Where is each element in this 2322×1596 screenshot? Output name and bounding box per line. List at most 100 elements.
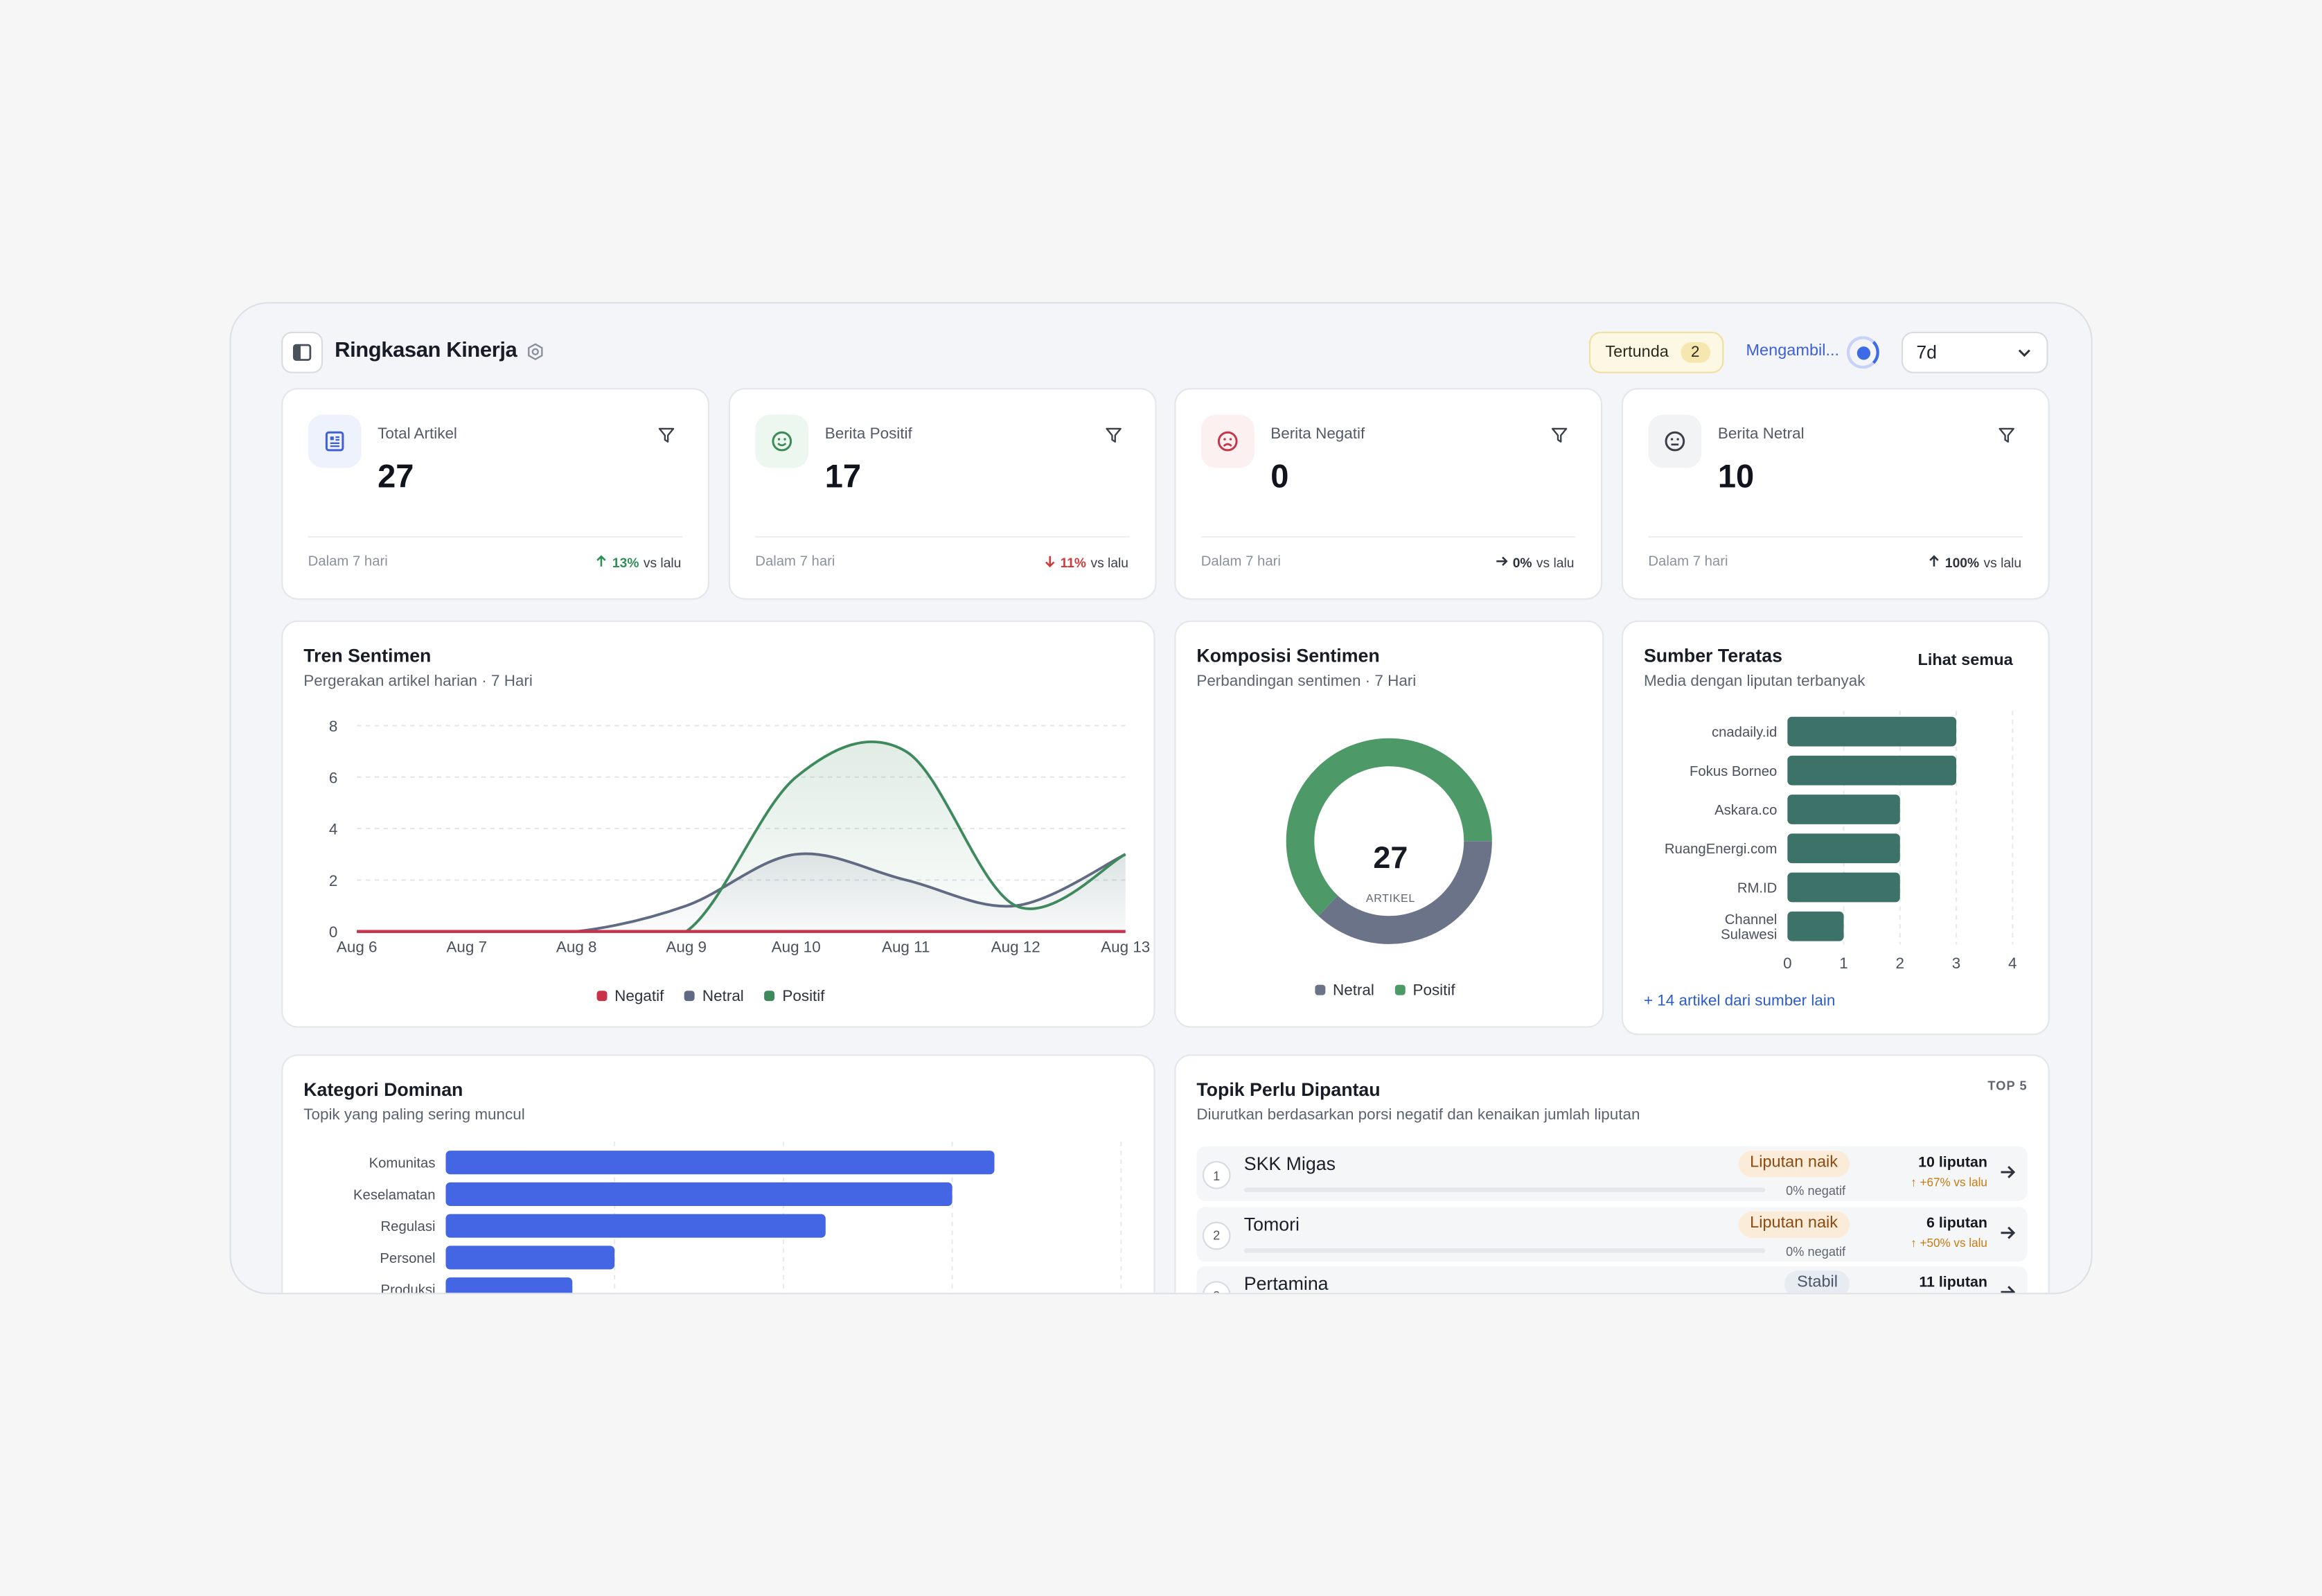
bar[interactable] [445,1277,573,1294]
filter-icon[interactable] [1998,425,2016,452]
composition-donut-chart [1286,738,1492,944]
topic-row[interactable]: 3 Pertamina Stabil 11 liputan [1196,1266,2028,1295]
trend-card: Tren Sentimen Pergerakan artikel harian … [281,620,1155,1028]
legend-item[interactable]: Negatif [596,988,664,1006]
stat-delta-value: 11% [1060,555,1087,571]
period-select[interactable]: 7d [1901,331,2048,373]
bar[interactable] [445,1182,952,1207]
donut-slice-positif [1286,738,1492,944]
settings-icon[interactable] [526,342,545,362]
filter-icon[interactable] [1105,425,1123,452]
stat-delta-value: 13% [612,555,639,571]
topic-trend: ↑ +67% vs lalu [1911,1176,1987,1189]
composition-subtitle: Perbandingan sentimen · 7 Hari [1196,672,1417,691]
bar[interactable] [445,1151,995,1175]
topic-status-badge: Stabil [1785,1270,1850,1293]
x-tick-label: 0 [1783,955,1791,972]
categories-chart: Komunitas Keselamatan Regulasi Personel Prod… [353,1142,1122,1294]
bar[interactable] [1787,872,1900,903]
stat-card-4: Berita Netral 10 Dalam 7 hari 100% vs la… [1621,388,2050,600]
y-tick-label: 0 [329,923,337,941]
document-icon [308,414,362,468]
topic-trend-value: +67% vs lalu [1920,1176,1987,1189]
topic-negative-bar [1243,1187,1766,1192]
bar[interactable] [1787,716,1957,747]
legend-item[interactable]: Positif [764,987,825,1006]
topic-rank: 1 [1202,1161,1231,1189]
bar[interactable] [445,1214,826,1238]
legend-swatch [764,991,775,1002]
legend-swatch [1315,984,1326,995]
see-all-link[interactable]: Lihat semua [1917,651,2013,670]
right-arrow-icon [1495,554,1509,572]
stat-footer: Dalam 7 hari [755,553,835,571]
filter-icon[interactable] [1550,425,1568,452]
legend-label: Positif [782,987,825,1006]
y-tick-label: 6 [329,769,337,786]
topic-name: Pertamina [1243,1273,1329,1295]
bar[interactable] [445,1245,615,1270]
up-arrow-icon [594,554,609,572]
arrow-right-icon[interactable] [1998,1282,2017,1293]
legend-item[interactable]: Positif [1394,982,1455,1000]
stat-footer: Dalam 7 hari [1200,553,1281,571]
stat-delta: 100% vs lalu [1927,554,2021,572]
legend-item[interactable]: Netral [1315,982,1374,1000]
legend-item[interactable]: Netral [684,988,744,1006]
y-tick-label: RM.ID [1737,880,1778,896]
stat-delta-value: 0% [1512,555,1532,571]
x-tick-label: Aug 7 [446,939,487,956]
bar[interactable] [1787,755,1957,786]
filter-icon[interactable] [657,425,675,452]
legend-swatch [1394,984,1406,995]
divider [755,535,1131,538]
dashboard-frame: Ringkasan Kinerja Tertunda 2 Mengambil..… [229,302,2093,1295]
trend-title: Tren Sentimen [303,646,432,667]
categories-card: Kategori Dominan Topik yang paling serin… [281,1054,1155,1294]
topic-count: 6 liputan [1926,1215,1987,1232]
top-five-badge: TOP 5 [1987,1078,2028,1093]
y-tick-label: 4 [329,821,337,838]
stat-delta-suffix: vs lalu [643,555,682,571]
x-tick-label: Aug 11 [882,939,930,956]
stat-label: Berita Positif [824,425,912,443]
down-arrow-icon [1043,554,1057,572]
sidebar-toggle-button[interactable] [281,331,324,373]
stat-card-1: Total Artikel 27 Dalam 7 hari 13% vs lal… [281,388,710,600]
topic-rank: 3 [1202,1281,1231,1293]
stat-delta-suffix: vs lalu [1090,555,1129,571]
bar[interactable] [1787,833,1900,864]
x-tick-label: 3 [1952,955,1960,972]
stat-value: 17 [824,457,862,495]
y-tick-label: Keselamatan [353,1187,435,1203]
y-tick-label: Personel [380,1251,435,1266]
stat-delta-suffix: vs lalu [1983,555,2022,571]
divider [1648,535,2023,538]
period-select-value: 7d [1916,342,1938,363]
trend-chart: 0 2 4 6 8 Aug 6 Aug 7 Aug 8 Aug 9 Aug 10 Aug 11 Aug… [329,718,1150,956]
bar[interactable] [1787,795,1900,824]
x-tick-label: Aug 6 [337,939,378,956]
x-tick-label: Aug 8 [556,939,597,956]
arrow-right-icon[interactable] [1998,1223,2017,1249]
pending-button[interactable]: Tertunda 2 [1588,331,1724,373]
page-title: Ringkasan Kinerja [335,339,517,363]
topic-negative-share: 0% negatif [1786,1243,1846,1259]
arrow-right-icon[interactable] [1998,1162,2017,1189]
stat-footer: Dalam 7 hari [308,553,388,571]
topics-subtitle: Diurutkan berdasarkan porsi negatif dan … [1196,1106,1640,1124]
x-tick-label: 1 [1839,955,1847,972]
legend-label: Netral [1333,982,1374,1000]
up-arrow-icon [1927,554,1942,572]
y-tick-label: Channel [1725,912,1778,928]
sources-title: Sumber Teratas [1643,646,1782,667]
neutral-face-icon [1648,414,1702,468]
bar[interactable] [1787,911,1844,941]
topics-card: Topik Perlu Dipantau Diurutkan berdasark… [1174,1054,2050,1295]
topic-count: 11 liputan [1919,1275,1987,1292]
donut-center-value: 27 [1373,841,1408,876]
topic-row[interactable]: 2 Tomori Liputan naik 0% negatif 6 liput… [1196,1206,2028,1261]
more-sources-link[interactable]: + 14 artikel dari sumber lain [1643,992,1836,1010]
topic-row[interactable]: 1 SKK Migas Liputan naik 0% negatif 10 l… [1196,1146,2028,1201]
legend-swatch [596,991,608,1002]
